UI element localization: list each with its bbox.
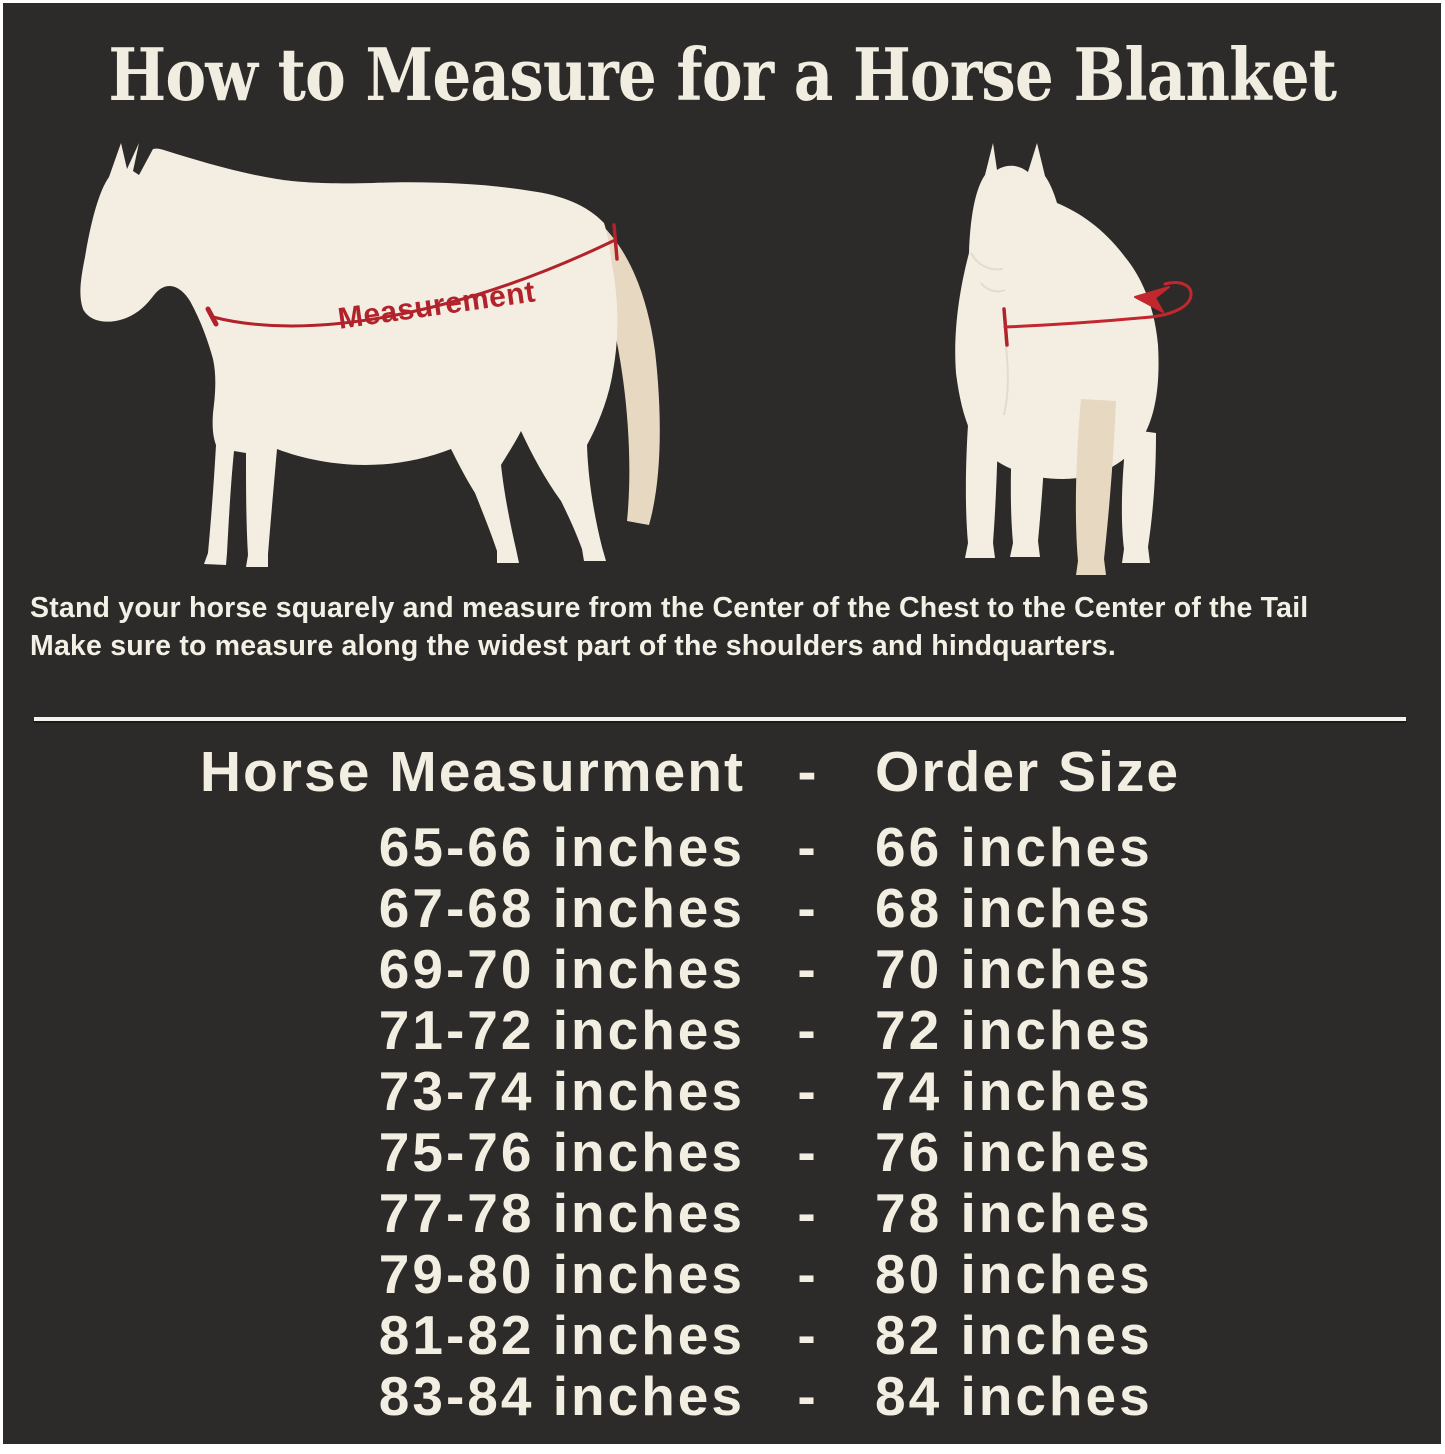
instructions-text: Stand your horse squarely and measure fr… [30, 589, 1420, 665]
horse-front-leg [1121, 429, 1156, 563]
order-size-value: 66 inches [875, 816, 1153, 878]
front-view-horse-illustration [955, 143, 1193, 575]
table-row: 65-66 inches - 66 inches [3, 817, 1441, 878]
measurement-line [211, 239, 615, 328]
horse-tail [589, 219, 660, 525]
row-separator: - [797, 1243, 819, 1305]
curved-arrow-icon [1134, 286, 1170, 313]
table-body: 65-66 inches - 66 inches 67-68 inches - … [3, 817, 1441, 1427]
horse-measurement-value: 75-76 inches [378, 1121, 745, 1183]
measurement-wrap-line [1003, 281, 1193, 329]
table-row: 69-70 inches - 70 inches [3, 939, 1441, 1000]
horse-measurement-value: 79-80 inches [378, 1243, 745, 1305]
measurement-line-end-tick [612, 223, 619, 261]
row-separator: - [797, 1182, 819, 1244]
row-separator: - [797, 1304, 819, 1366]
table-row: 83-84 inches - 84 inches [3, 1366, 1441, 1427]
table-row: 67-68 inches - 68 inches [3, 878, 1441, 939]
row-separator: - [797, 938, 819, 1000]
dark-canvas: How to Measure for a Horse Blanket Measu… [3, 3, 1441, 1444]
horse-measurement-value: 69-70 inches [378, 938, 745, 1000]
horse-front-leg [965, 387, 999, 558]
instructions-line2: Make sure to measure along the widest pa… [30, 630, 1116, 662]
row-separator: - [797, 999, 819, 1061]
row-separator: - [797, 816, 819, 878]
order-size-value: 78 inches [875, 1182, 1153, 1244]
horse-measurement-value: 81-82 inches [378, 1304, 745, 1366]
horse-body [80, 143, 618, 567]
horse-measurement-value: 71-72 inches [378, 999, 745, 1061]
horse-far-leg [1075, 399, 1116, 575]
divider [34, 717, 1406, 721]
horse-front-leg [1010, 393, 1047, 557]
order-size-value: 68 inches [875, 877, 1153, 939]
order-size-value: 74 inches [875, 1060, 1153, 1122]
size-table: Horse Measurment - Order Size 65-66 inch… [3, 739, 1441, 1427]
order-size-value: 84 inches [875, 1365, 1153, 1427]
horse-measurement-value: 73-74 inches [378, 1060, 745, 1122]
table-row: 75-76 inches - 76 inches [3, 1122, 1441, 1183]
order-size-value: 72 inches [875, 999, 1153, 1061]
side-view-horse-illustration: Measurement [80, 143, 660, 567]
order-size-value: 82 inches [875, 1304, 1153, 1366]
order-size-value: 80 inches [875, 1243, 1153, 1305]
page-title: How to Measure for a Horse Blanket [3, 37, 1441, 113]
page-title-text: How to Measure for a Horse Blanket [108, 32, 1337, 117]
horse-measurement-value: 77-78 inches [378, 1182, 745, 1244]
instructions-line1: Stand your horse squarely and measure fr… [30, 592, 1309, 624]
header-order-size: Order Size [875, 740, 1181, 804]
row-separator: - [797, 877, 819, 939]
row-separator: - [797, 1121, 819, 1183]
table-row: 71-72 inches - 72 inches [3, 1000, 1441, 1061]
table-row: 79-80 inches - 80 inches [3, 1244, 1441, 1305]
order-size-value: 70 inches [875, 938, 1153, 1000]
horse-measurement-value: 83-84 inches [378, 1365, 745, 1427]
order-size-value: 76 inches [875, 1121, 1153, 1183]
table-row: 81-82 inches - 82 inches [3, 1305, 1441, 1366]
measurement-line-start-tick [205, 306, 219, 327]
header-horse-measurement: Horse Measurment [199, 740, 745, 804]
horse-measurement-value: 67-68 inches [378, 877, 745, 939]
row-separator: - [797, 1365, 819, 1427]
horse-front-body [955, 143, 1159, 479]
table-row: 73-74 inches - 74 inches [3, 1061, 1441, 1122]
horse-measurement-value: 65-66 inches [378, 816, 745, 878]
header-separator: - [797, 740, 819, 804]
table-row: 77-78 inches - 78 inches [3, 1183, 1441, 1244]
row-separator: - [797, 1060, 819, 1122]
table-header: Horse Measurment - Order Size [3, 739, 1441, 805]
